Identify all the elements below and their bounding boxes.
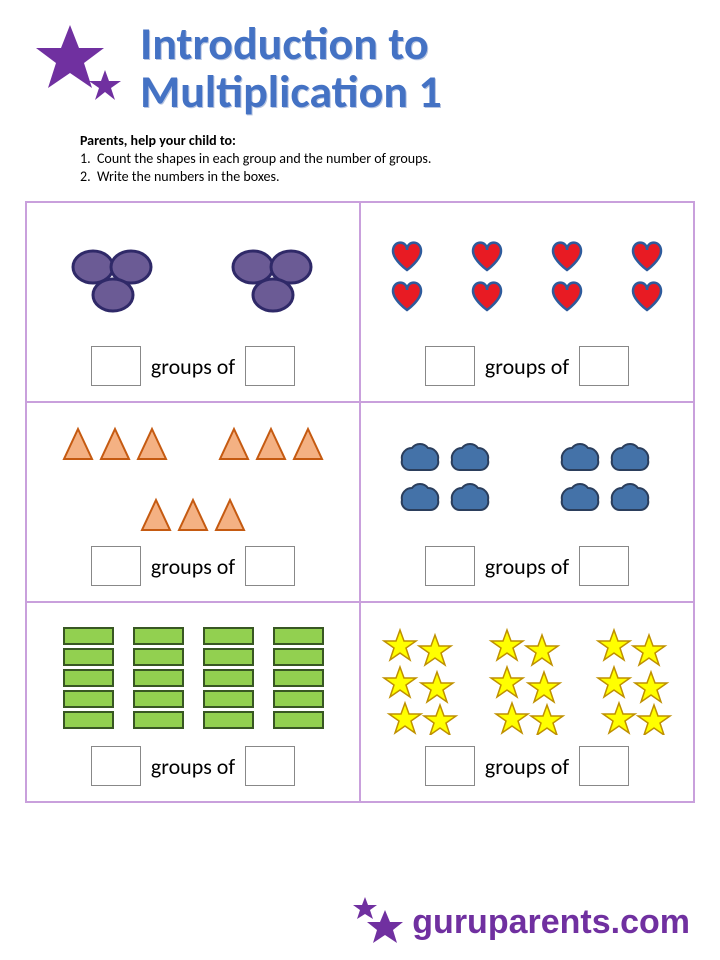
logo-stars [30, 20, 130, 110]
shapes-stars [371, 613, 683, 746]
rect-group-icon [271, 625, 326, 735]
instructions-lead: Parents, help your child to: [80, 132, 660, 150]
answer-row: groups of [371, 346, 683, 391]
triangle-group-icon [216, 424, 326, 464]
shapes-circles [37, 213, 349, 346]
count-input[interactable] [245, 546, 295, 586]
cell-stars: groups of [360, 602, 694, 802]
heart-group-icon [625, 235, 670, 325]
groups-of-label: groups of [485, 353, 569, 380]
groups-of-label: groups of [151, 753, 235, 780]
cell-hearts: groups of [360, 202, 694, 402]
instructions-block: Parents, help your child to: 1. Count th… [0, 127, 720, 197]
answer-row: groups of [371, 746, 683, 791]
shapes-triangles [37, 413, 349, 546]
instruction-item-1: 1. Count the shapes in each group and th… [80, 150, 660, 168]
answer-row: groups of [37, 546, 349, 591]
groups-of-label: groups of [485, 553, 569, 580]
cloud-group-icon [387, 435, 507, 525]
circle-group-icon [63, 245, 163, 315]
cell-circles: groups of [26, 202, 360, 402]
count-input[interactable] [245, 346, 295, 386]
groups-input[interactable] [91, 546, 141, 586]
footer-star-icon [347, 895, 407, 950]
cell-triangles: groups of [26, 402, 360, 602]
answer-row: groups of [37, 746, 349, 791]
groups-of-label: groups of [485, 753, 569, 780]
triangle-group-icon [138, 495, 248, 535]
count-input[interactable] [245, 746, 295, 786]
count-input[interactable] [579, 346, 629, 386]
rect-group-icon [131, 625, 186, 735]
heart-group-icon [385, 235, 430, 325]
shapes-clouds [371, 413, 683, 546]
heart-group-icon [545, 235, 590, 325]
cloud-group-icon [547, 435, 667, 525]
count-input[interactable] [579, 746, 629, 786]
groups-input[interactable] [425, 546, 475, 586]
groups-input[interactable] [91, 746, 141, 786]
answer-row: groups of [37, 346, 349, 391]
groups-input[interactable] [91, 346, 141, 386]
cell-clouds: groups of [360, 402, 694, 602]
star-group-icon [375, 625, 465, 735]
circle-group-icon [223, 245, 323, 315]
heart-group-icon [465, 235, 510, 325]
footer-text: guruparents.com [412, 903, 690, 942]
shapes-rectangles [37, 613, 349, 746]
rect-group-icon [201, 625, 256, 735]
groups-input[interactable] [425, 746, 475, 786]
star-group-icon [589, 625, 679, 735]
triangle-group-icon [60, 424, 170, 464]
footer-logo: guruparents.com [347, 895, 690, 950]
answer-row: groups of [371, 546, 683, 591]
shapes-hearts [371, 213, 683, 346]
page-title: Introduction to Multiplication 1 [130, 20, 442, 117]
count-input[interactable] [579, 546, 629, 586]
groups-input[interactable] [425, 346, 475, 386]
rect-group-icon [61, 625, 116, 735]
groups-of-label: groups of [151, 353, 235, 380]
title-line2: Multiplication 1 [140, 68, 442, 116]
title-line1: Introduction to [140, 20, 442, 68]
star-group-icon [482, 625, 572, 735]
worksheet-grid: groups of groups of [25, 201, 695, 803]
instruction-item-2: 2. Write the numbers in the boxes. [80, 168, 660, 186]
worksheet-header: Introduction to Multiplication 1 [0, 0, 720, 127]
groups-of-label: groups of [151, 553, 235, 580]
cell-rectangles: groups of [26, 602, 360, 802]
